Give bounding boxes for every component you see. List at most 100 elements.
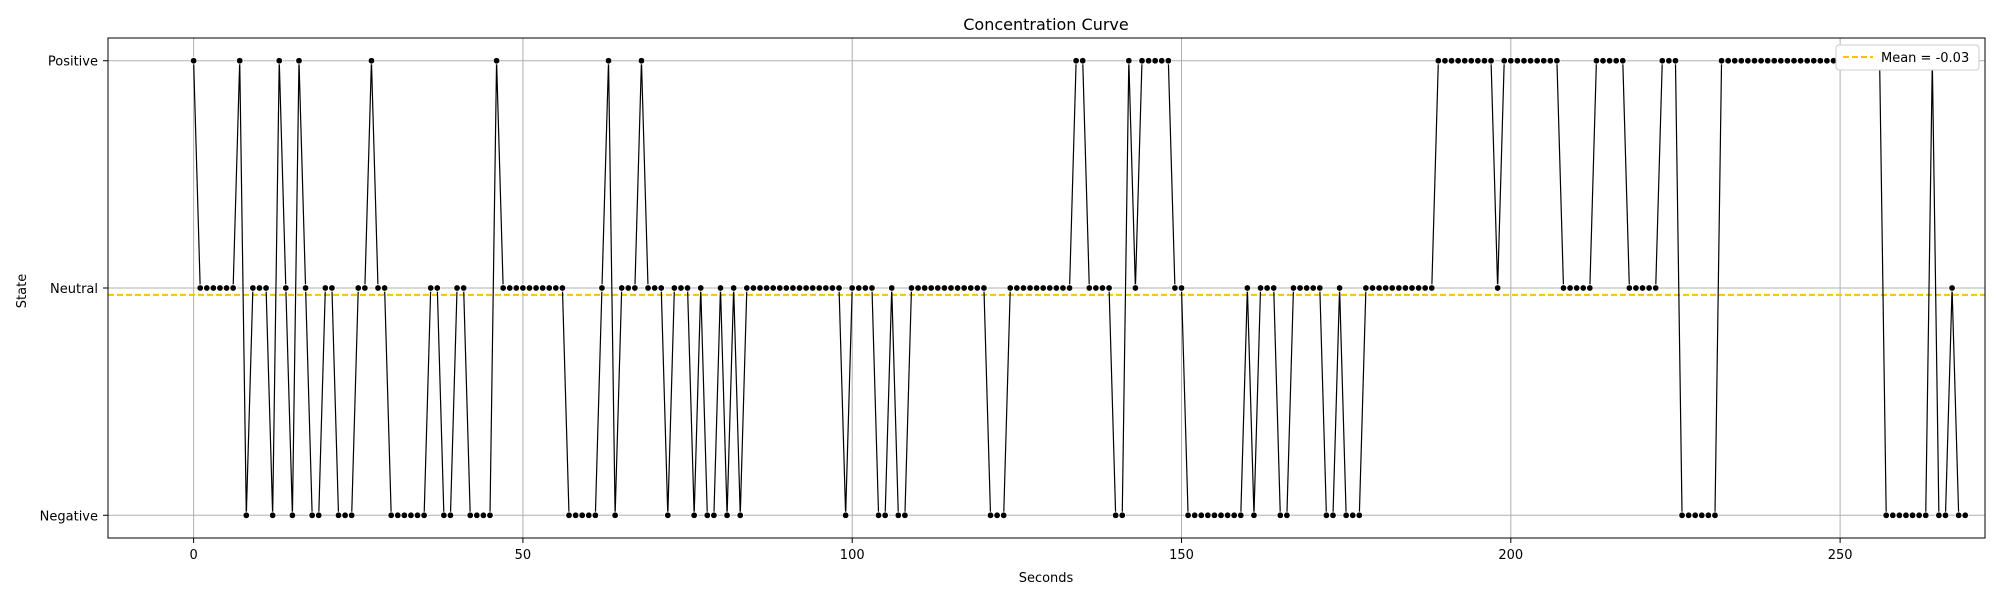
data-point [1217,511,1225,519]
data-point [512,284,521,292]
data-point [940,284,949,292]
data-point [315,511,323,519]
data-point [209,284,218,292]
data-point [1770,57,1778,65]
data-point [815,284,823,292]
x-tick-label: 100 [840,548,865,563]
data-point [407,511,415,519]
data-point [1671,57,1680,65]
chart-title: Concentration Curve [963,15,1128,34]
data-point [782,284,791,292]
data-point [394,511,402,519]
data-point [1493,284,1502,292]
data-point [822,284,830,292]
y-axis-label: State [15,274,30,308]
data-point [578,511,586,519]
data-point [967,284,975,292]
data-point [1777,57,1785,65]
data-point [670,284,679,292]
data-point [1579,284,1587,292]
data-point [506,284,514,292]
data-point [1533,57,1541,65]
data-point [1744,57,1752,65]
y-tick-label: Neutral [50,282,98,297]
legend: Mean = -0.03 [1835,44,1980,71]
x-tick-label: 50 [515,548,532,563]
data-point [1467,57,1475,65]
data-point [986,511,995,519]
data-point [1131,284,1140,292]
data-point [1079,57,1087,65]
y-tick-label: Positive [48,55,98,70]
data-point [716,284,725,292]
data-point [1349,511,1357,519]
data-point [1296,284,1304,292]
data-point [341,511,349,519]
data-point [914,284,922,292]
data-point [683,284,692,292]
data-point [1665,57,1673,65]
data-point [1658,57,1666,65]
data-point [723,511,731,519]
data-point [1711,511,1719,519]
data-point [631,284,639,292]
data-point [222,284,231,292]
data-point [1368,284,1377,292]
data-point [789,284,797,292]
data-point [1750,57,1759,65]
data-point [1763,57,1772,65]
data-point [1342,511,1350,519]
data-point [1144,57,1153,65]
data-point [604,57,613,65]
data-point [756,284,764,292]
data-point [328,284,336,292]
data-point [433,284,441,292]
data-point [446,511,455,519]
data-point [1783,57,1792,65]
data-point [1243,284,1252,292]
data-point [762,284,771,292]
data-point [1500,57,1508,65]
data-point [1092,284,1100,292]
data-point [1375,284,1383,292]
data-point [1717,57,1726,65]
data-point [809,284,817,292]
data-point [1941,511,1950,519]
data-point [769,284,777,292]
data-point [947,284,955,292]
data-point [1592,57,1601,65]
data-point [1302,284,1311,292]
data-point [1158,57,1166,65]
data-point [1118,511,1126,519]
data-point [1441,57,1449,65]
x-tick-label: 200 [1498,548,1523,563]
data-point [749,284,758,292]
data-point [1902,511,1910,519]
data-point [1447,57,1456,65]
data-point [841,511,850,519]
data-point [334,511,343,519]
data-point [1138,57,1146,65]
data-point [288,511,297,519]
data-point [980,284,988,292]
data-point [189,57,198,65]
data-point [321,284,330,292]
data-point [196,284,204,292]
data-point [413,511,422,519]
data-point [894,511,903,519]
data-point [1651,284,1660,292]
data-point [1362,284,1370,292]
data-point [1572,284,1581,292]
data-point [953,284,962,292]
data-point [1223,511,1232,519]
data-point [361,284,369,292]
data-point [216,284,224,292]
data-point [1065,284,1074,292]
data-point [999,511,1008,519]
data-point [1520,57,1528,65]
data-point [776,284,784,292]
data-point [1796,57,1805,65]
data-point [703,511,712,519]
data-point [1204,511,1212,519]
